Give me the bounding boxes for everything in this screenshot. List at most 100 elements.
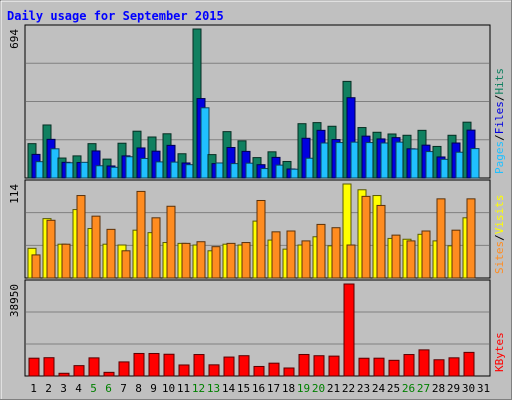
legend-entry-sites: Sites (493, 241, 506, 274)
bar-sites-day-1 (31, 254, 41, 279)
x-tick-label: 25 (387, 382, 400, 395)
x-tick-label: 26 (402, 382, 415, 395)
x-tick-label: 11 (177, 382, 190, 395)
x-tick-label: 8 (135, 382, 142, 395)
bar-sites-day-24 (376, 204, 386, 279)
bar-kbytes-day-22 (343, 283, 355, 377)
bar-kbytes-day-8 (133, 352, 145, 377)
legend-entry-pages: Pages (493, 141, 506, 174)
bar-kbytes-day-7 (118, 361, 130, 377)
bar-kbytes-day-18 (283, 367, 295, 377)
bar-kbytes-day-15 (238, 355, 250, 377)
x-tick-label: 27 (417, 382, 430, 395)
bar-kbytes-day-12 (193, 354, 205, 377)
bar-kbytes-day-26 (403, 354, 415, 377)
bar-pages-day-30 (470, 148, 480, 179)
x-tick-label: 16 (252, 382, 265, 395)
bar-sites-day-8 (136, 190, 146, 279)
bar-kbytes-day-30 (463, 351, 475, 377)
legend-separator: / (493, 134, 506, 141)
bar-sites-day-17 (271, 231, 281, 279)
x-tick-label: 30 (462, 382, 475, 395)
bar-kbytes-day-29 (448, 357, 460, 377)
bar-kbytes-day-10 (163, 353, 175, 377)
bar-sites-day-4 (76, 195, 86, 279)
bar-kbytes-day-25 (388, 359, 400, 377)
x-tick-label: 10 (162, 382, 175, 395)
x-tick-label: 15 (237, 382, 250, 395)
bar-kbytes-day-9 (148, 352, 160, 377)
bar-kbytes-day-17 (268, 362, 280, 377)
x-tick-label: 23 (357, 382, 370, 395)
bar-kbytes-day-2 (43, 357, 55, 377)
bar-sites-day-13 (211, 246, 221, 279)
legend-separator: / (493, 95, 506, 102)
x-tick-label: 7 (120, 382, 127, 395)
bar-sites-day-26 (406, 240, 416, 279)
x-tick-label: 28 (432, 382, 445, 395)
bar-kbytes-day-28 (433, 359, 445, 377)
bar-kbytes-day-23 (358, 357, 370, 377)
bar-kbytes-day-1 (28, 357, 40, 377)
bar-kbytes-day-13 (208, 364, 220, 377)
bar-sites-day-22 (346, 244, 356, 279)
bar-kbytes-day-5 (88, 357, 100, 377)
bar-kbytes-day-16 (253, 365, 265, 377)
y-max-label: 694 (8, 29, 21, 49)
legend-entry-hits: Hits (493, 68, 506, 95)
bar-sites-day-23 (361, 195, 371, 279)
x-tick-label: 6 (105, 382, 112, 395)
bar-sites-day-12 (196, 241, 206, 279)
bar-sites-day-9 (151, 217, 161, 279)
x-tick-label: 22 (342, 382, 355, 395)
bar-sites-day-6 (106, 228, 116, 279)
legend-entry-kbytes: KBytes (493, 332, 506, 372)
bar-sites-day-16 (256, 199, 266, 279)
legend-separator: / (493, 234, 506, 241)
bar-kbytes-day-14 (223, 356, 235, 377)
legend-visits-sites: Sites/Visits (493, 195, 506, 275)
legend-kbytes: KBytes (493, 332, 506, 372)
bar-kbytes-day-19 (298, 353, 310, 377)
chart-title: Daily usage for September 2015 (7, 9, 224, 23)
x-tick-label: 9 (150, 382, 157, 395)
bar-sites-day-28 (436, 198, 446, 279)
bar-sites-day-29 (451, 229, 461, 279)
bar-pages-day-12 (200, 107, 210, 179)
x-tick-label: 31 (477, 382, 490, 395)
bar-sites-day-7 (121, 250, 131, 279)
x-tick-label: 4 (75, 382, 82, 395)
x-tick-label: 24 (372, 382, 386, 395)
bar-sites-day-21 (331, 227, 341, 279)
bar-kbytes-day-11 (178, 364, 190, 377)
x-tick-label: 29 (447, 382, 460, 395)
bar-sites-day-14 (226, 242, 236, 279)
bar-kbytes-day-4 (73, 365, 85, 377)
bar-sites-day-3 (61, 243, 71, 279)
bar-sites-day-10 (166, 205, 176, 279)
bar-kbytes-day-21 (328, 355, 340, 377)
y-max-label: 114 (8, 184, 21, 204)
bar-sites-day-30 (466, 198, 476, 279)
bar-sites-day-18 (286, 230, 296, 279)
bar-kbytes-day-27 (418, 349, 430, 377)
x-tick-label: 1 (30, 382, 37, 395)
x-tick-label: 18 (282, 382, 295, 395)
x-tick-label: 5 (90, 382, 97, 395)
legend-pages-files-hits: Pages/Files/Hits (493, 68, 506, 174)
x-tick-label: 17 (267, 382, 280, 395)
bar-sites-day-27 (421, 230, 431, 279)
bar-sites-day-20 (316, 223, 326, 279)
x-tick-label: 12 (192, 382, 205, 395)
bar-kbytes-day-6 (103, 371, 115, 377)
x-tick-label: 13 (207, 382, 220, 395)
bar-kbytes-day-3 (58, 372, 70, 377)
bar-sites-day-19 (301, 240, 311, 279)
bar-kbytes-day-20 (313, 355, 325, 377)
bar-kbytes-day-24 (373, 357, 385, 377)
y-max-label: 38950 (8, 284, 21, 317)
bar-sites-day-2 (46, 219, 56, 279)
x-tick-label: 14 (222, 382, 236, 395)
